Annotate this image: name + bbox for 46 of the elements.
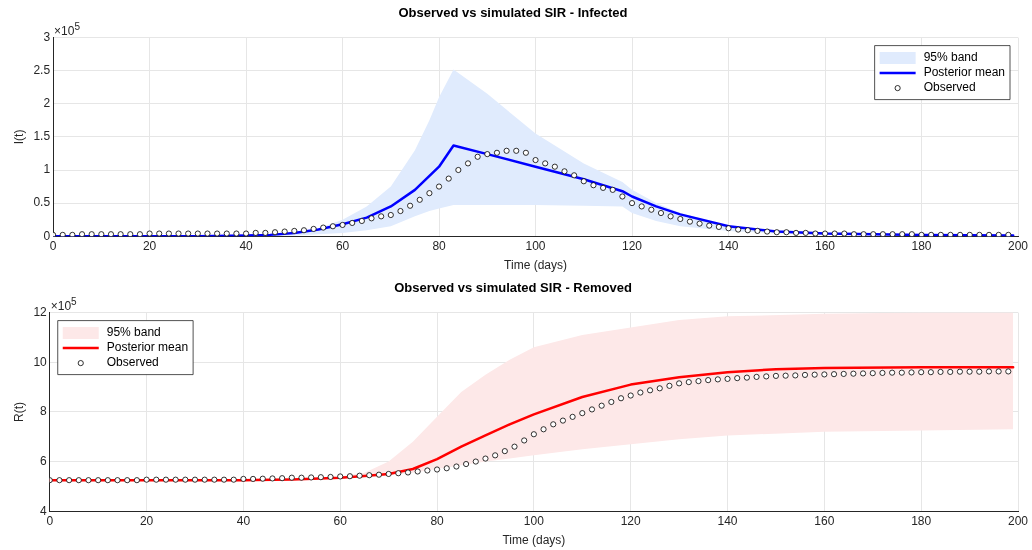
x-tick-label: 40 <box>236 513 251 528</box>
legend-label: Observed <box>923 80 976 95</box>
x-axis-title: Time (days) <box>502 533 566 548</box>
annotation: ×10$^{5}$ <box>50 295 77 313</box>
x-tick-label: 60 <box>335 238 350 253</box>
x-tick-label: 120 <box>620 513 642 528</box>
x-tick-label: 20 <box>142 238 157 253</box>
x-tick-label: 20 <box>139 513 154 528</box>
x-tick-label: 80 <box>430 513 445 528</box>
y-tick-label: 1.5 <box>33 129 51 144</box>
chart-title: Observed vs simulated SIR - Infected <box>398 5 628 21</box>
chart-title: Observed vs simulated SIR - Removed <box>394 280 632 296</box>
legend-label: Observed <box>106 355 159 370</box>
y-tick-label: 2 <box>43 96 51 111</box>
x-tick-label: 100 <box>525 238 546 253</box>
legend-label: Posterior mean <box>923 65 1006 80</box>
y-axis-title: I(t) <box>11 129 26 145</box>
x-axis-title: Time (days) <box>504 258 567 273</box>
y-tick-label: 2.5 <box>33 63 51 78</box>
x-tick-label: 140 <box>717 513 738 528</box>
x-tick-label: 40 <box>239 238 254 253</box>
y-tick-label: 12 <box>33 304 48 319</box>
legend-label: 95% band <box>106 325 161 340</box>
x-tick-label: 120 <box>622 238 643 253</box>
x-tick-label: 160 <box>814 513 835 528</box>
y-tick-label: 4 <box>40 503 48 518</box>
y-tick-label: 10 <box>33 354 48 369</box>
x-tick-label: 100 <box>523 513 545 528</box>
y-tick-label: 6 <box>40 453 48 468</box>
x-tick-label: 60 <box>333 513 348 528</box>
x-tick-label: 160 <box>815 238 836 253</box>
legend-label: 95% band <box>923 50 978 65</box>
x-tick-label: 80 <box>432 238 447 253</box>
x-tick-label: 180 <box>911 513 932 528</box>
y-tick-label: 0 <box>43 228 51 243</box>
y-tick-label: 3 <box>43 29 51 44</box>
legend-label: Posterior mean <box>106 340 189 355</box>
y-tick-label: 0.5 <box>33 195 51 210</box>
annotation: ×10$^{5}$ <box>54 20 80 38</box>
y-axis-title: R(t) <box>11 401 26 422</box>
x-tick-label: 180 <box>911 238 932 253</box>
y-tick-label: 8 <box>40 404 48 419</box>
x-tick-label: 200 <box>1007 513 1029 528</box>
x-tick-label: 200 <box>1007 238 1029 253</box>
x-tick-label: 140 <box>718 238 739 253</box>
y-tick-label: 1 <box>43 162 51 177</box>
